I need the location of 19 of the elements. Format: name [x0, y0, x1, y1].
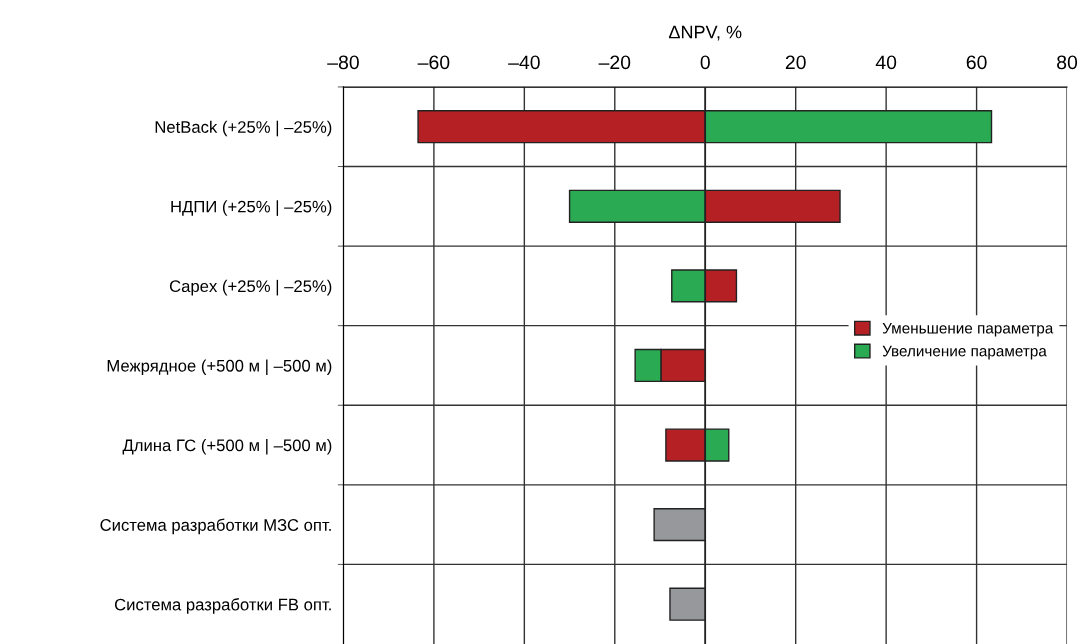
y-tick-label: НДПИ (+25% | –25%) — [171, 200, 332, 216]
y-tick-label: Межрядное (+500 м | –500 м) — [107, 359, 332, 376]
x-axis-title: ΔNPV, % — [668, 25, 742, 41]
y-tick-label: Capex (+25% | –25%) — [169, 279, 332, 296]
legend-label: Увеличение параметра — [882, 345, 1047, 360]
legend-label: Уменьшение параметра — [882, 322, 1054, 337]
x-tick-label: 60 — [966, 55, 987, 70]
x-tick-label: –40 — [508, 55, 540, 70]
x-tick-label: 40 — [875, 55, 897, 70]
x-tick-label: –60 — [417, 55, 450, 70]
y-tick-label: Система разработки FB опт. — [114, 598, 331, 614]
x-tick-label: –20 — [598, 55, 631, 70]
y-tick-label: Система разработки МЗС опт. — [100, 518, 331, 535]
x-tick-label: –80 — [327, 55, 359, 70]
x-tick-label: 80 — [1057, 55, 1078, 70]
y-tick-label: Длина ГС (+500 м | –500 м) — [122, 439, 332, 455]
x-tick-label: 0 — [700, 55, 710, 70]
x-tick-label: 20 — [785, 55, 806, 70]
y-tick-label: NetBack (+25% | –25%) — [155, 120, 332, 137]
